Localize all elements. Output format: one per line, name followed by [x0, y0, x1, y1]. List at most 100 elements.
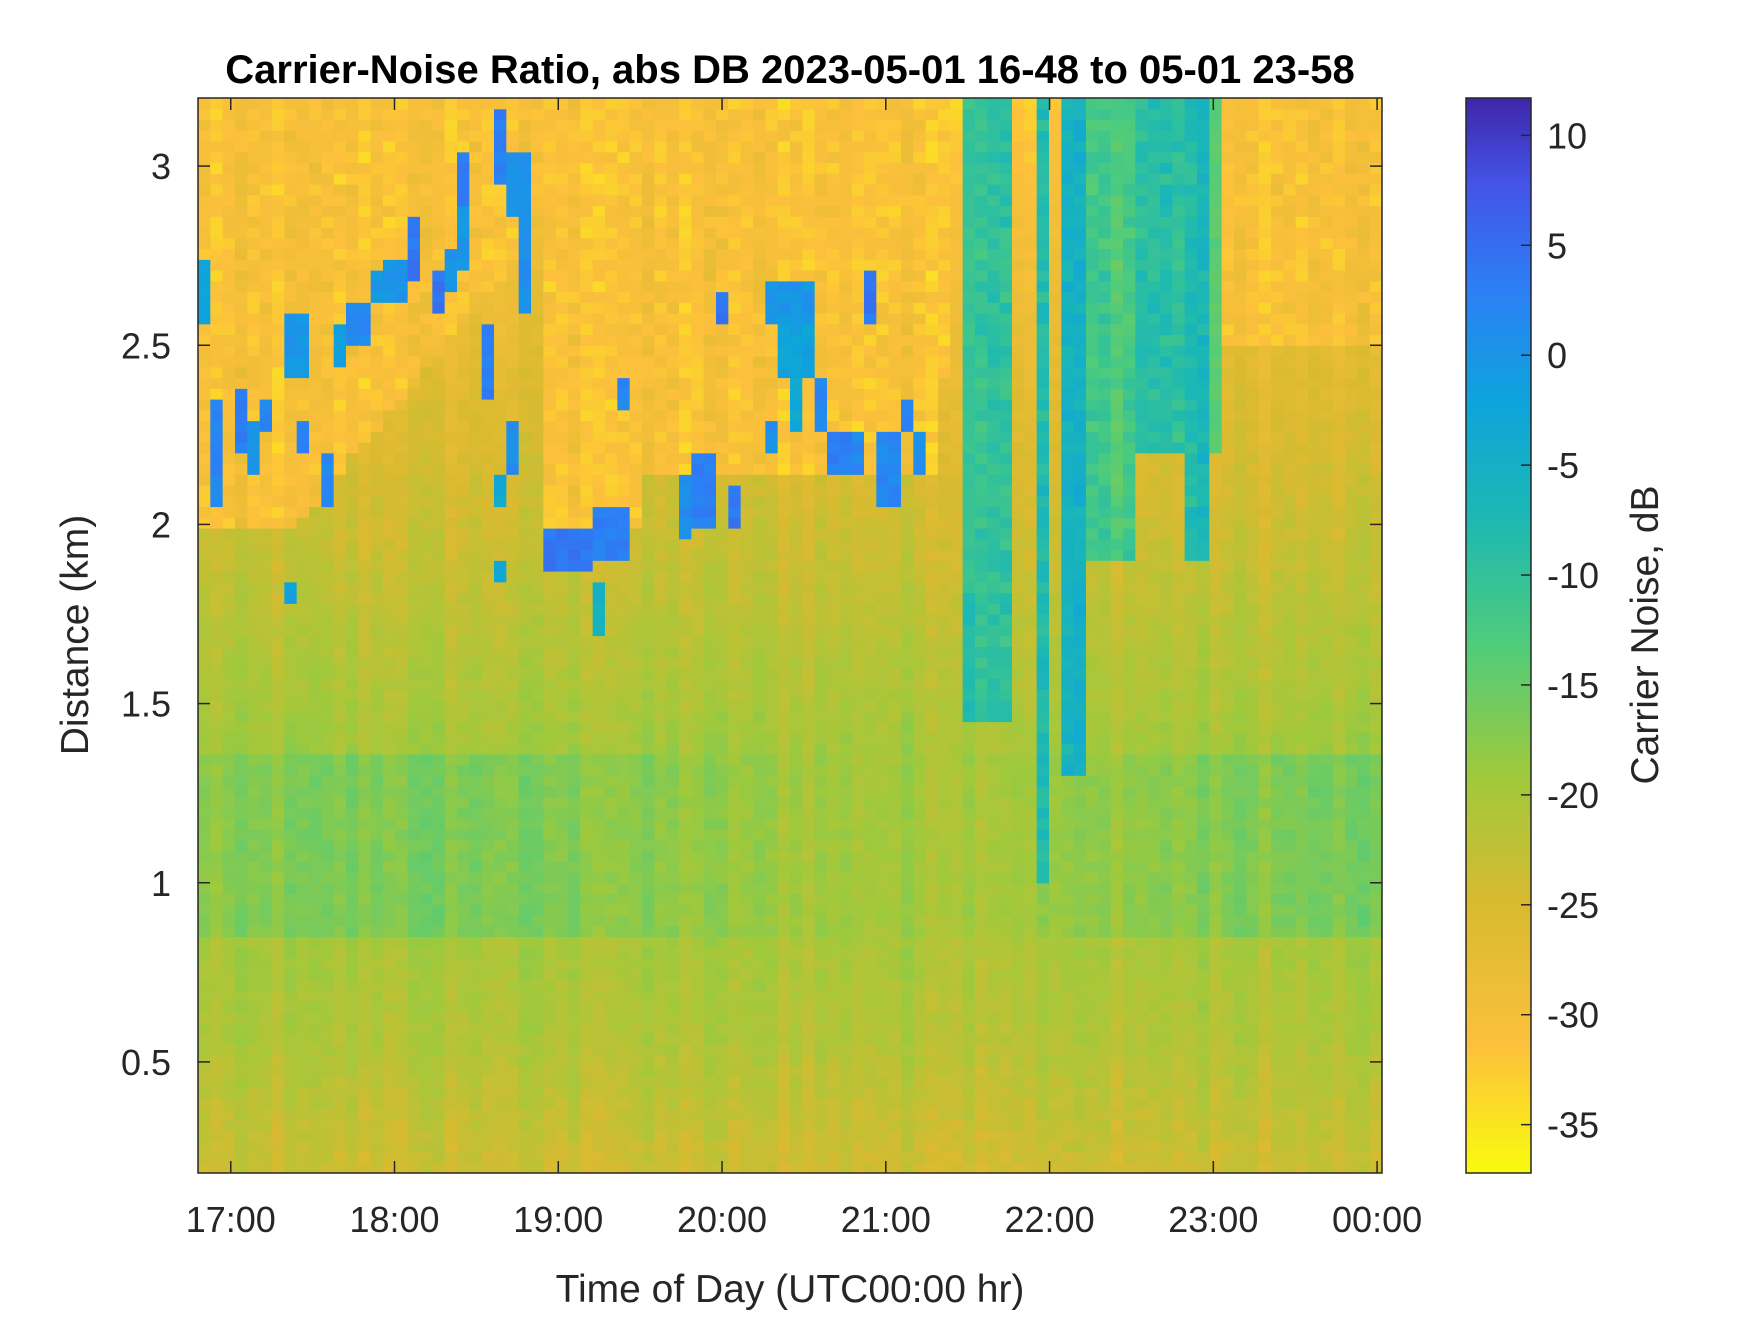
heatmap-cell	[284, 474, 298, 486]
heatmap-cell	[235, 313, 248, 325]
heatmap-cell	[481, 635, 495, 647]
heatmap-cell	[605, 1130, 618, 1142]
heatmap-cell	[469, 237, 483, 250]
heatmap-cell	[679, 528, 692, 540]
heatmap-cell	[481, 721, 495, 733]
heatmap-cell	[777, 356, 791, 368]
heatmap-cell	[679, 968, 692, 981]
heatmap-cell	[235, 743, 248, 755]
heatmap-cell	[247, 431, 261, 443]
heatmap-cell	[420, 807, 433, 819]
heatmap-cell	[235, 216, 248, 228]
heatmap-cell	[407, 270, 421, 282]
heatmap-cell	[383, 259, 396, 271]
heatmap-cell	[420, 442, 433, 454]
heatmap-cell	[716, 1097, 729, 1110]
heatmap-cell	[568, 1097, 581, 1110]
heatmap-cell	[703, 151, 717, 164]
heatmap-cell	[346, 184, 359, 196]
heatmap-cell	[407, 463, 421, 475]
heatmap-cell	[309, 528, 322, 540]
heatmap-cell	[679, 1044, 692, 1056]
heatmap-cell	[716, 130, 729, 142]
heatmap-cell	[580, 1001, 594, 1013]
heatmap-cell	[407, 141, 421, 153]
heatmap-cell	[790, 1130, 803, 1142]
heatmap-cell	[494, 721, 507, 733]
heatmap-cell	[346, 517, 359, 529]
heatmap-cell	[333, 495, 347, 508]
heatmap-cell	[740, 270, 754, 282]
heatmap-cell	[654, 700, 668, 712]
heatmap-cell	[568, 98, 581, 110]
heatmap-cell	[210, 173, 224, 185]
heatmap-cell	[629, 882, 643, 895]
heatmap-cell	[235, 259, 248, 271]
heatmap-cell	[802, 700, 816, 712]
heatmap-cell	[642, 635, 655, 647]
heatmap-cell	[383, 399, 396, 411]
heatmap-cell	[284, 904, 298, 916]
heatmap-cell	[481, 313, 495, 325]
heatmap-cell	[333, 807, 347, 819]
heatmap-cell	[790, 108, 803, 121]
heatmap-cell	[740, 678, 754, 690]
heatmap-cell	[568, 248, 581, 260]
heatmap-cell	[235, 882, 248, 895]
heatmap-cell	[580, 614, 594, 626]
heatmap-cell	[543, 786, 557, 798]
heatmap-cell	[605, 98, 618, 110]
heatmap-cell	[407, 130, 421, 142]
heatmap-cell	[629, 119, 643, 131]
heatmap-cell	[370, 108, 384, 121]
heatmap-cell	[691, 420, 705, 432]
heatmap-cell	[457, 366, 470, 379]
heatmap-cell	[802, 1011, 816, 1024]
heatmap-cell	[654, 151, 668, 164]
heatmap-cell	[691, 1119, 705, 1131]
heatmap-cell	[272, 710, 285, 723]
heatmap-cell	[346, 732, 359, 744]
heatmap-cell	[592, 1130, 606, 1142]
heatmap-cell	[580, 753, 594, 766]
heatmap-cell	[666, 667, 680, 680]
heatmap-cell	[407, 1044, 421, 1056]
heatmap-cell	[309, 549, 322, 561]
heatmap-cell	[642, 485, 655, 497]
heatmap-cell	[802, 861, 816, 873]
heatmap-cell	[531, 345, 544, 357]
heatmap-cell	[272, 259, 285, 271]
heatmap-cell	[198, 452, 211, 465]
heatmap-cell	[235, 485, 248, 497]
heatmap-cell	[642, 689, 655, 701]
heatmap-cell	[358, 839, 372, 852]
heatmap-cell	[494, 388, 507, 400]
heatmap-cell	[543, 302, 557, 314]
heatmap-cell	[284, 280, 298, 293]
heatmap-cell	[481, 947, 495, 959]
heatmap-cell	[432, 646, 446, 658]
heatmap-cell	[457, 291, 470, 303]
heatmap-cell	[321, 184, 335, 196]
heatmap-cell	[568, 108, 581, 121]
heatmap-cell	[358, 990, 372, 1002]
heatmap-cell	[592, 323, 606, 336]
heatmap-cell	[346, 807, 359, 819]
heatmap-cell	[740, 796, 754, 809]
heatmap-cell	[568, 915, 581, 927]
heatmap-cell	[716, 614, 729, 626]
heatmap-cell	[481, 227, 495, 239]
heatmap-cell	[469, 990, 483, 1002]
heatmap-cell	[457, 1076, 470, 1088]
heatmap-cell	[296, 130, 310, 142]
heatmap-cell	[333, 162, 347, 174]
heatmap-cell	[272, 173, 285, 185]
heatmap-cell	[518, 141, 532, 153]
heatmap-cell	[210, 184, 224, 196]
heatmap-cell	[444, 1108, 458, 1120]
heatmap-cell	[296, 979, 310, 991]
heatmap-cell	[642, 1119, 655, 1131]
heatmap-cell	[592, 560, 606, 572]
heatmap-cell	[321, 528, 335, 540]
heatmap-cell	[506, 291, 520, 303]
